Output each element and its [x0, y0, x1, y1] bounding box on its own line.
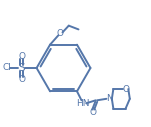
Text: O: O [122, 85, 129, 94]
Text: O: O [18, 75, 25, 84]
Text: N: N [106, 94, 112, 103]
Text: S: S [18, 63, 25, 73]
Text: HN: HN [76, 99, 90, 108]
Text: O: O [18, 52, 25, 61]
Text: O: O [56, 29, 63, 38]
Text: O: O [90, 108, 97, 117]
Text: Cl: Cl [2, 64, 11, 73]
